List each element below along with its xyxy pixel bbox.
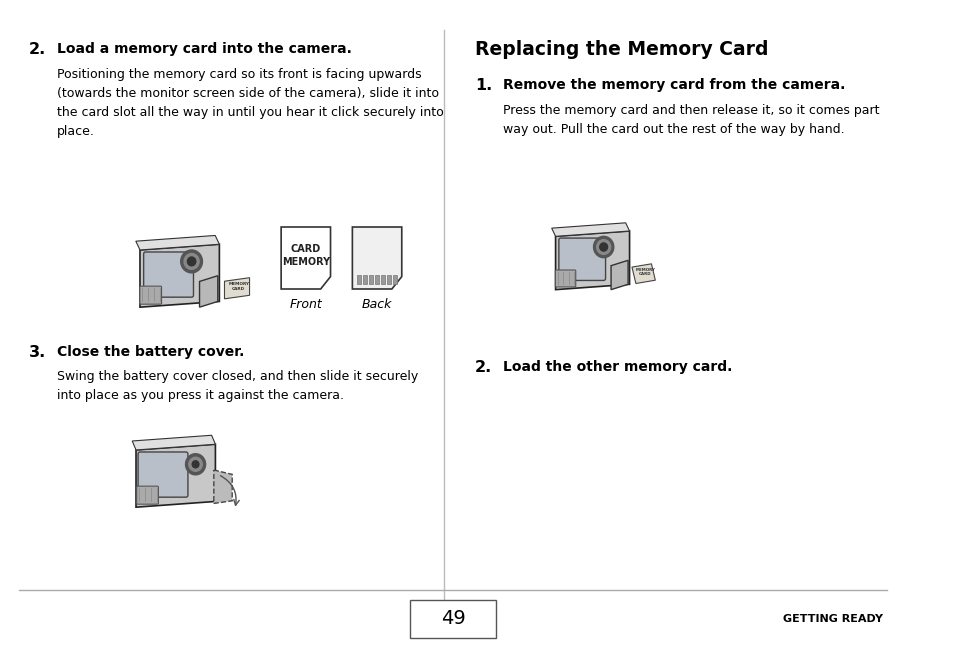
Polygon shape bbox=[199, 276, 217, 307]
Bar bbox=[381, 275, 384, 284]
Polygon shape bbox=[132, 435, 215, 450]
Text: 2.: 2. bbox=[29, 42, 46, 57]
Text: CARD: CARD bbox=[291, 244, 320, 254]
Bar bbox=[369, 275, 373, 284]
Polygon shape bbox=[140, 244, 219, 307]
Text: 49: 49 bbox=[440, 609, 465, 629]
Polygon shape bbox=[136, 444, 215, 507]
Circle shape bbox=[187, 257, 195, 266]
Polygon shape bbox=[631, 264, 655, 284]
Text: Positioning the memory card so its front is facing upwards
(towards the monitor : Positioning the memory card so its front… bbox=[57, 68, 443, 138]
FancyBboxPatch shape bbox=[410, 600, 496, 638]
Circle shape bbox=[596, 240, 610, 255]
Polygon shape bbox=[551, 223, 629, 236]
Circle shape bbox=[184, 253, 199, 269]
Bar bbox=[356, 275, 360, 284]
Bar bbox=[393, 275, 396, 284]
Circle shape bbox=[593, 236, 613, 258]
FancyBboxPatch shape bbox=[140, 286, 161, 304]
Polygon shape bbox=[135, 235, 219, 250]
Text: GETTING READY: GETTING READY bbox=[782, 614, 882, 624]
Bar bbox=[363, 275, 367, 284]
Circle shape bbox=[185, 453, 206, 475]
Text: Load a memory card into the camera.: Load a memory card into the camera. bbox=[57, 42, 352, 56]
FancyBboxPatch shape bbox=[558, 238, 605, 280]
Text: Replacing the Memory Card: Replacing the Memory Card bbox=[475, 40, 767, 59]
Text: 1.: 1. bbox=[475, 78, 492, 93]
Text: Front: Front bbox=[289, 298, 322, 311]
Polygon shape bbox=[611, 260, 627, 289]
Text: Press the memory card and then release it, so it comes part
way out. Pull the ca: Press the memory card and then release i… bbox=[503, 104, 879, 136]
Text: Back: Back bbox=[361, 298, 392, 311]
Text: MEMORY
CARD: MEMORY CARD bbox=[228, 282, 249, 291]
Polygon shape bbox=[224, 278, 250, 299]
Polygon shape bbox=[352, 227, 401, 289]
FancyBboxPatch shape bbox=[144, 252, 193, 297]
Text: Load the other memory card.: Load the other memory card. bbox=[503, 360, 732, 374]
Polygon shape bbox=[213, 470, 232, 503]
Bar bbox=[387, 275, 391, 284]
FancyBboxPatch shape bbox=[138, 452, 188, 497]
Circle shape bbox=[192, 461, 198, 468]
Polygon shape bbox=[281, 227, 330, 289]
Text: Close the battery cover.: Close the battery cover. bbox=[57, 345, 244, 359]
Text: 2.: 2. bbox=[475, 360, 492, 375]
Text: Remove the memory card from the camera.: Remove the memory card from the camera. bbox=[503, 78, 845, 92]
Text: 3.: 3. bbox=[29, 345, 46, 360]
Circle shape bbox=[189, 457, 202, 472]
Text: MEMORY: MEMORY bbox=[281, 257, 330, 267]
Text: MEMORY
CARD: MEMORY CARD bbox=[635, 267, 655, 276]
FancyBboxPatch shape bbox=[136, 486, 158, 504]
Polygon shape bbox=[555, 231, 629, 289]
Circle shape bbox=[180, 250, 202, 273]
Bar bbox=[375, 275, 378, 284]
FancyBboxPatch shape bbox=[555, 270, 576, 287]
Text: Swing the battery cover closed, and then slide it securely
into place as you pre: Swing the battery cover closed, and then… bbox=[57, 370, 417, 402]
Circle shape bbox=[599, 243, 607, 251]
